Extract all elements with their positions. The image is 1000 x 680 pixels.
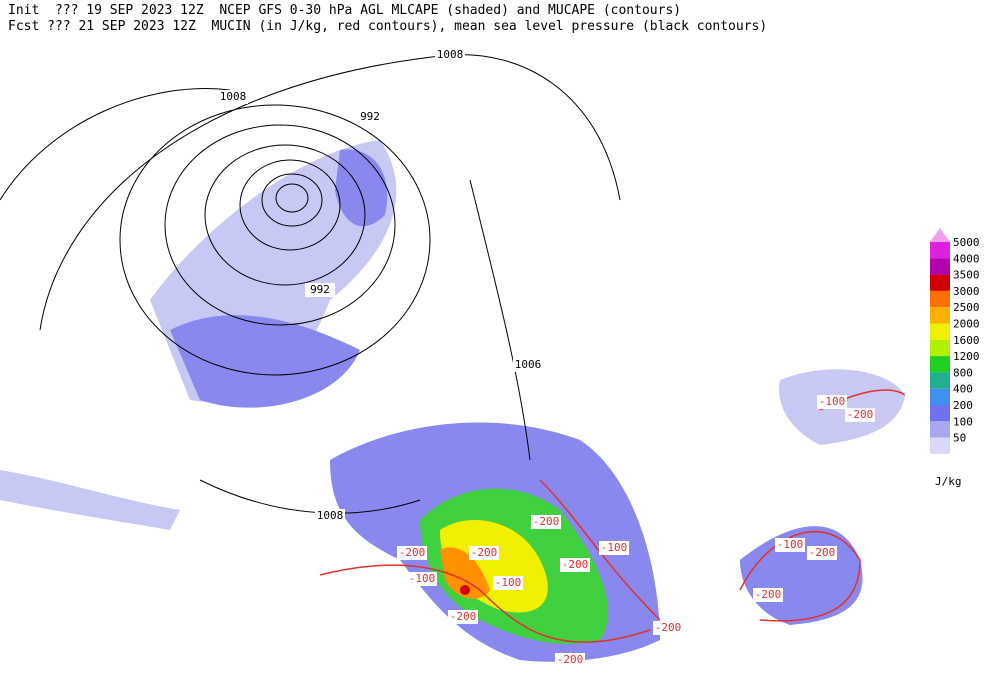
mucin-label: -200 [450, 610, 477, 623]
mucin-label: -200 [533, 515, 560, 528]
mucin-label: -100 [777, 538, 804, 551]
label-bg [448, 610, 478, 624]
header-line: Fcst ??? 21 SEP 2023 12Z MUCIN (in J/kg,… [8, 19, 767, 34]
colorbar-label: 4000 [953, 252, 980, 265]
label-bg [653, 621, 683, 635]
cape-shading [0, 140, 905, 662]
mucin-label: -100 [601, 541, 628, 554]
isobars [0, 54, 621, 514]
mucin-contours [319, 389, 906, 643]
mucin-label: -100 [495, 576, 522, 589]
colorbar-label: 3000 [953, 285, 980, 298]
label-bg [531, 515, 561, 529]
colorbar-swatch [930, 274, 950, 291]
label-bg [775, 538, 805, 552]
colorbar-label: 3500 [953, 269, 980, 282]
label-bg [315, 509, 345, 523]
label-bg [817, 395, 847, 409]
colorbar-label: 1600 [953, 334, 980, 347]
label-bg [355, 110, 385, 124]
colorbar-swatch [930, 307, 950, 324]
colorbar-swatch [930, 339, 950, 357]
isobar-label: 992 [310, 283, 330, 296]
colorbar-label: 800 [953, 366, 973, 379]
colorbar-overflow [930, 228, 950, 242]
colorbar-swatch [930, 388, 950, 405]
mucin-label: -100 [819, 395, 846, 408]
colorbar-label: 2000 [953, 318, 980, 331]
colorbar-unit: J/kg [935, 475, 962, 488]
colorbar-swatch [930, 356, 950, 373]
label-bg [845, 408, 875, 422]
label-bg [397, 546, 427, 560]
colorbar: 5000 4000 3500 3000 2500 2000 1600 1200 800 400 20… [930, 228, 980, 488]
colorbar-label: 200 [953, 399, 973, 412]
mucin-label: -200 [755, 588, 782, 601]
mucin-label: -200 [809, 546, 836, 559]
mucin-label: -200 [562, 558, 589, 571]
isobar-label: 1008 [220, 90, 247, 103]
label-bg [493, 576, 523, 590]
header-line: Init ??? 19 SEP 2023 12Z NCEP GFS 0-30 h… [8, 3, 681, 18]
isobar-label: 992 [360, 110, 380, 123]
label-bg [407, 572, 437, 586]
mucin-label: -100 [409, 572, 436, 585]
label-bg [469, 546, 499, 560]
colorbar-label: 400 [953, 383, 973, 396]
isobar-label: 1008 [317, 509, 344, 522]
label-bg [435, 48, 465, 62]
isobar-label: 1006 [515, 358, 542, 371]
label-bg [513, 358, 543, 372]
colorbar-label: 50 [953, 432, 966, 445]
colorbar-swatch [930, 421, 950, 438]
colorbar-swatch [930, 405, 950, 422]
colorbar-swatch [930, 323, 950, 340]
mucin-label: -200 [655, 621, 682, 634]
colorbar-label: 2500 [953, 301, 980, 314]
mucin-label: -200 [471, 546, 498, 559]
colorbar-swatch [930, 290, 950, 308]
colorbar-swatch [930, 372, 950, 389]
label-bg [753, 588, 783, 602]
mucin-label: -200 [847, 408, 874, 421]
colorbar-label: 5000 [953, 236, 980, 249]
label-bg [599, 541, 629, 555]
colorbar-swatch [930, 437, 950, 454]
label-bg [807, 546, 837, 560]
mucin-label: -200 [399, 546, 426, 559]
mucin-label: -200 [557, 653, 584, 666]
label-bg [555, 653, 585, 667]
colorbar-swatch [930, 258, 950, 275]
label-bg [305, 283, 335, 297]
label-bg [218, 90, 248, 104]
colorbar-label: 1200 [953, 350, 980, 363]
colorbar-swatch [930, 242, 950, 259]
colorbar-label: 100 [953, 415, 973, 428]
isobar-label: 1008 [437, 48, 464, 61]
label-bg [560, 558, 590, 572]
